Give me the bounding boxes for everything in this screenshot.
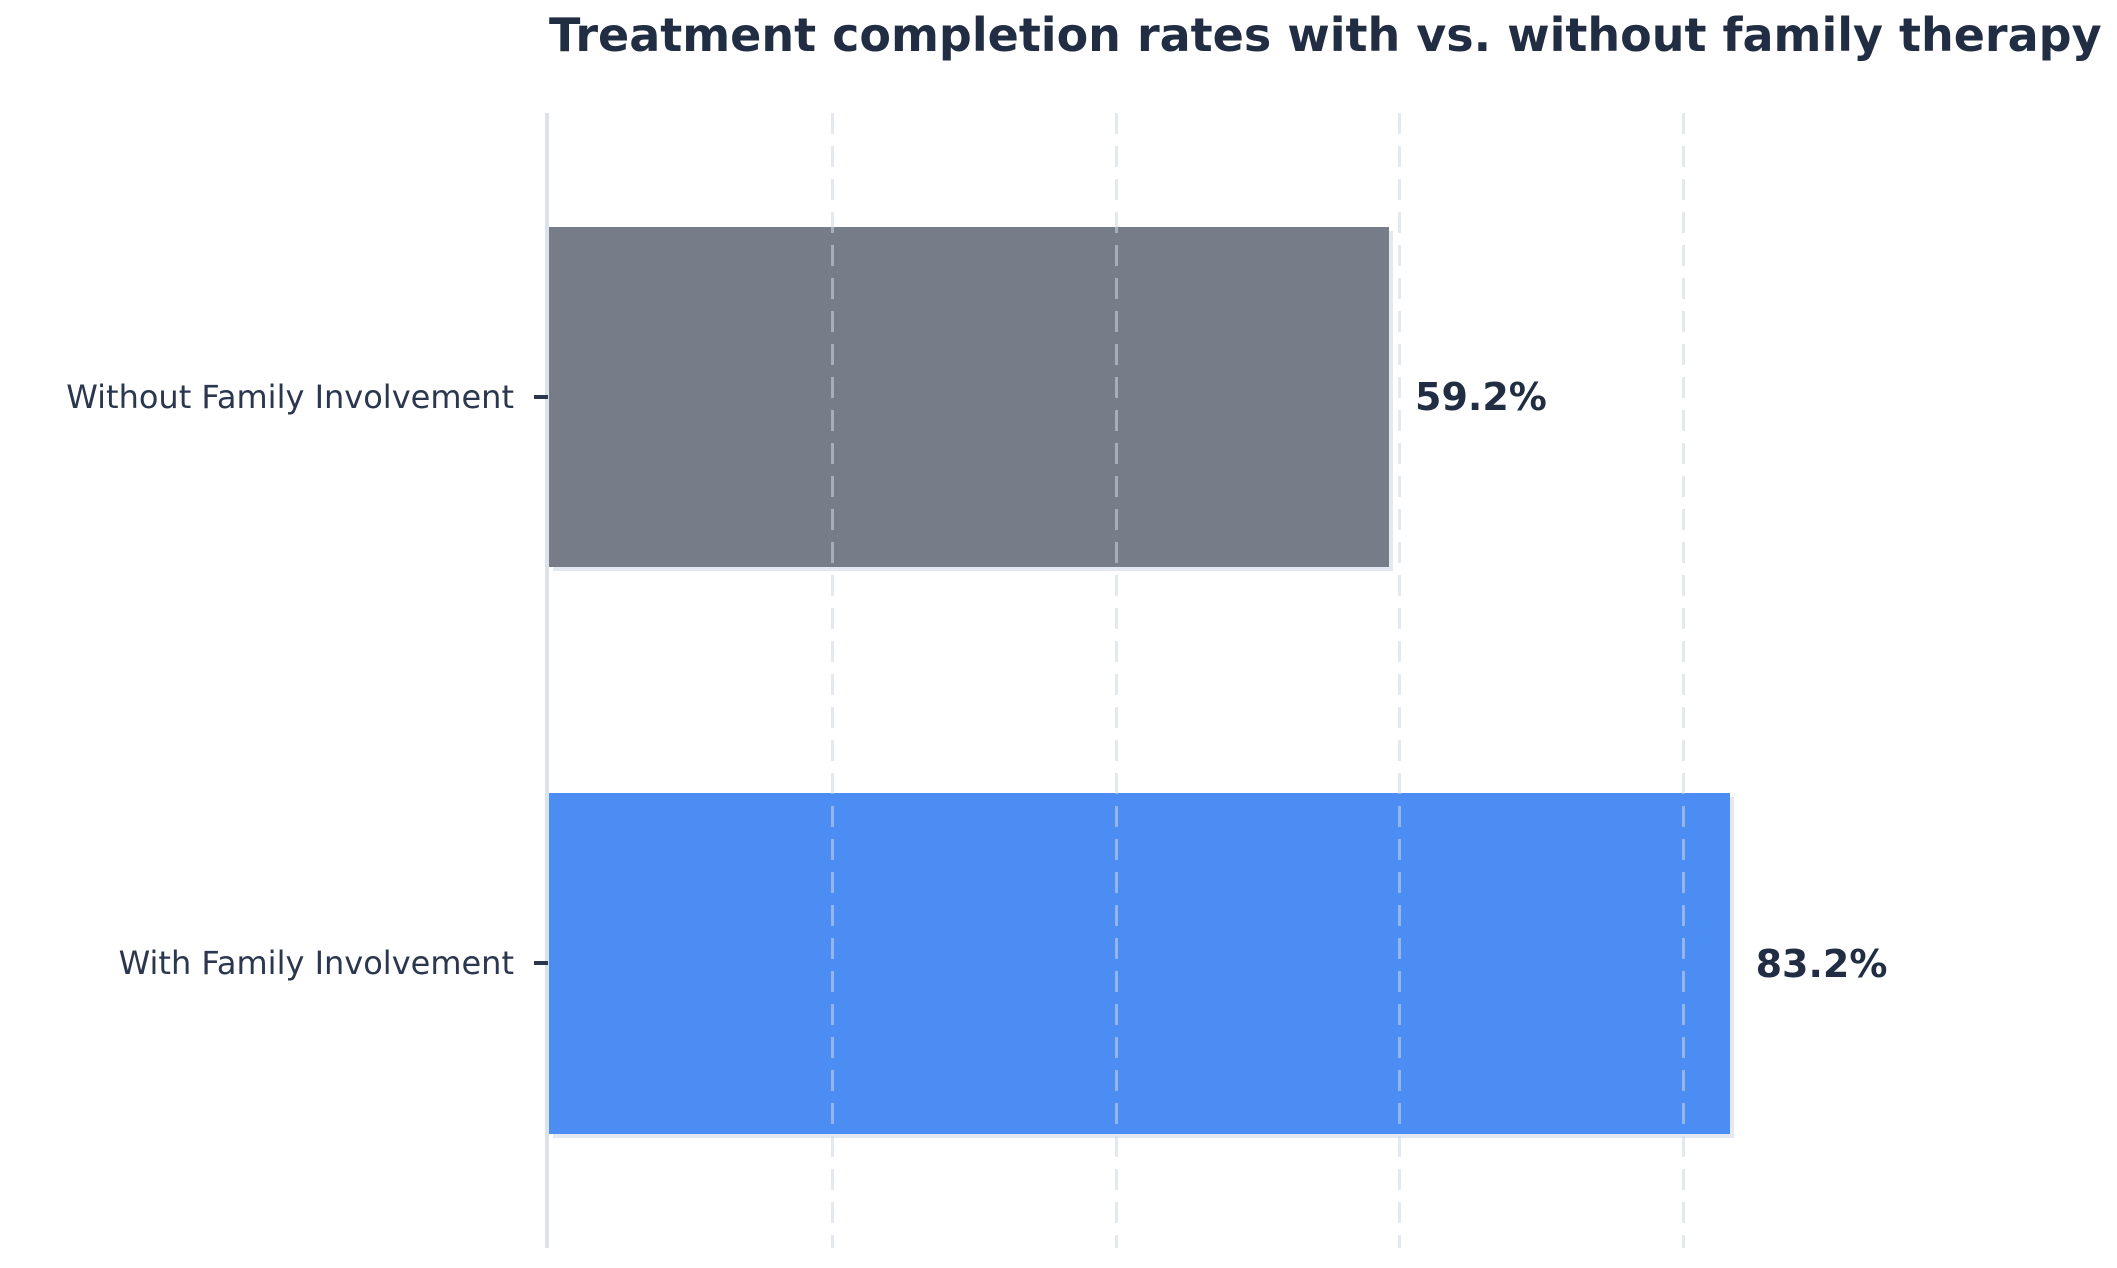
bar-row-with-family: 83.2% [549, 793, 2117, 1134]
gridline-60-percent [1398, 113, 1402, 1248]
category-label-without-family: Without Family Involvement [66, 377, 514, 416]
gridline-20-percent [830, 113, 834, 1248]
category-label-with-family: With Family Involvement [118, 943, 514, 982]
gridline-40-percent [1114, 113, 1118, 1248]
y-axis-line [545, 113, 549, 1248]
gridline-80-percent [1682, 113, 1686, 1248]
bar-with-family [549, 793, 1730, 1134]
y-axis-tick [534, 961, 548, 965]
plot-area: 59.2% 83.2% [549, 113, 2117, 1248]
value-label-without-family: 59.2% [1415, 375, 1547, 419]
chart-title: Treatment completion rates with vs. with… [549, 8, 2102, 62]
value-label-with-family: 83.2% [1755, 941, 1888, 986]
bar-row-without-family: 59.2% [549, 227, 2117, 567]
bar-without-family [549, 227, 1390, 567]
y-axis-tick [534, 395, 548, 399]
